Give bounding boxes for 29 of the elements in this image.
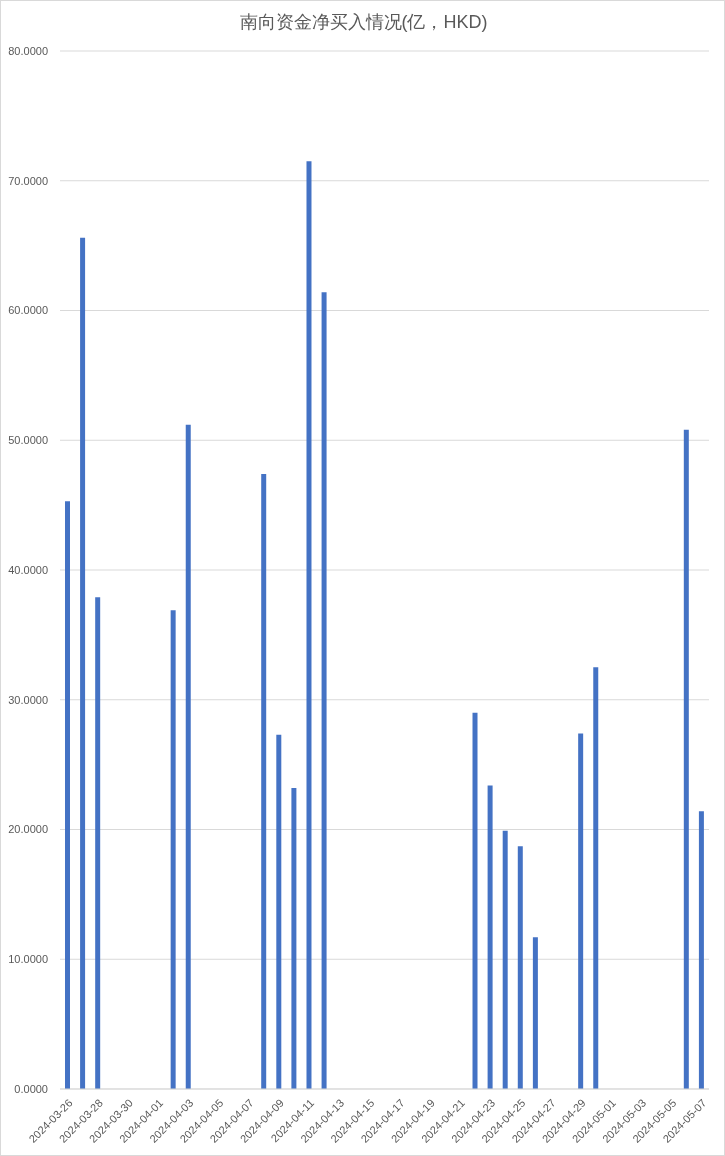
bar	[321, 292, 327, 1089]
bar	[276, 734, 282, 1089]
y-tick-label: 40.0000	[8, 563, 48, 576]
y-tick-label: 50.0000	[8, 434, 48, 447]
y-tick-label: 70.0000	[8, 174, 48, 187]
y-tick-label: 80.0000	[8, 44, 48, 57]
bar	[95, 597, 101, 1089]
chart-title: 南向资金净买入情况(亿，HKD)	[238, 11, 489, 34]
bar	[578, 733, 584, 1089]
bar	[185, 424, 191, 1089]
y-tick-label: 0.0000	[14, 1082, 48, 1095]
bar	[487, 785, 493, 1089]
bar	[306, 161, 312, 1089]
bar	[517, 846, 523, 1089]
bar	[291, 787, 297, 1089]
bar	[532, 937, 538, 1089]
bar	[683, 429, 689, 1089]
bar	[261, 473, 267, 1089]
bar	[502, 830, 508, 1089]
bar	[593, 667, 599, 1089]
bar	[80, 237, 86, 1089]
y-tick-label: 60.0000	[8, 304, 48, 317]
y-tick-label: 30.0000	[8, 693, 48, 706]
bar	[698, 811, 704, 1089]
bar	[472, 712, 478, 1089]
y-tick-label: 20.0000	[8, 823, 48, 836]
y-tick-label: 10.0000	[8, 953, 48, 966]
bar	[170, 610, 176, 1089]
bar	[65, 501, 70, 1089]
